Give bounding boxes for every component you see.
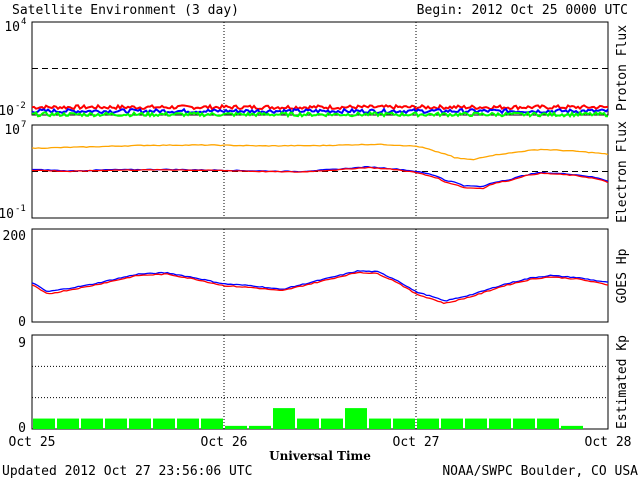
svg-text:-2: -2 — [15, 101, 26, 111]
goes-panel — [31, 228, 609, 323]
kp-ylabel: Estimated Kp — [615, 335, 630, 429]
chart-marks — [31, 22, 609, 429]
goes-series-red — [31, 271, 609, 305]
goes-ylabel: GOES Hp — [615, 248, 630, 303]
kp-bar — [153, 418, 175, 429]
kp-bar — [321, 418, 343, 429]
kp-bar — [537, 418, 559, 429]
electron-series-red — [31, 166, 609, 190]
proton-ytick-bottom: 10 -2 — [0, 101, 26, 119]
kp-bar — [393, 418, 415, 429]
proton-panel — [31, 21, 609, 116]
svg-text:10: 10 — [4, 20, 20, 35]
svg-text:10: 10 — [0, 207, 14, 222]
svg-text:10: 10 — [4, 123, 20, 138]
kp-bar — [81, 418, 103, 429]
svg-text:4: 4 — [21, 17, 26, 27]
kp-bar — [417, 418, 439, 429]
updated-time: Updated 2012 Oct 27 23:56:06 UTC — [2, 464, 252, 479]
kp-bar — [33, 418, 55, 429]
begin-time: Begin: 2012 Oct 25 0000 UTC — [417, 3, 628, 18]
kp-bar — [129, 418, 151, 429]
electron-ytick-top: 10 7 — [4, 120, 26, 138]
xaxis-label: Universal Time — [269, 449, 371, 463]
goes-ytick-bottom: 0 — [18, 315, 26, 330]
kp-bar — [513, 418, 535, 429]
kp-bar — [345, 408, 367, 429]
kp-ytick-top: 9 — [18, 336, 26, 351]
xtick-oct26: Oct 26 — [201, 435, 248, 450]
source-credit: NOAA/SWPC Boulder, CO USA — [442, 464, 638, 479]
svg-text:10: 10 — [0, 104, 14, 119]
kp-bar — [177, 418, 199, 429]
kp-bar — [273, 408, 295, 429]
proton-series-green — [31, 110, 608, 119]
kp-bar — [105, 418, 127, 429]
xtick-oct27: Oct 27 — [393, 435, 440, 450]
electron-ytick-bottom: 10 -1 — [0, 204, 26, 222]
kp-bar — [561, 425, 583, 429]
proton-ytick-top: 10 4 — [4, 17, 26, 35]
electron-series-orange — [31, 143, 609, 161]
xtick-oct25: Oct 25 — [9, 435, 56, 450]
kp-ytick-bottom: 0 — [18, 421, 26, 436]
kp-bar — [465, 418, 487, 429]
kp-bar — [201, 418, 223, 429]
kp-bar — [489, 418, 511, 429]
kp-bar — [441, 418, 463, 429]
kp-bar — [297, 418, 319, 429]
proton-ylabel: Proton Flux — [615, 25, 630, 111]
kp-bar — [369, 418, 391, 429]
proton-series-red — [31, 103, 609, 111]
kp-panel — [31, 334, 609, 430]
kp-bar — [225, 425, 247, 429]
kp-bar — [57, 418, 79, 429]
kp-bar — [249, 425, 271, 429]
svg-text:7: 7 — [21, 120, 26, 130]
chart-title: Satellite Environment (3 day) — [12, 3, 239, 18]
electron-ylabel: Electron Flux — [615, 121, 630, 223]
svg-text:-1: -1 — [15, 204, 26, 214]
goes-series-blue — [31, 270, 609, 302]
goes-ytick-top: 200 — [3, 229, 26, 244]
xtick-oct28: Oct 28 — [585, 435, 632, 450]
